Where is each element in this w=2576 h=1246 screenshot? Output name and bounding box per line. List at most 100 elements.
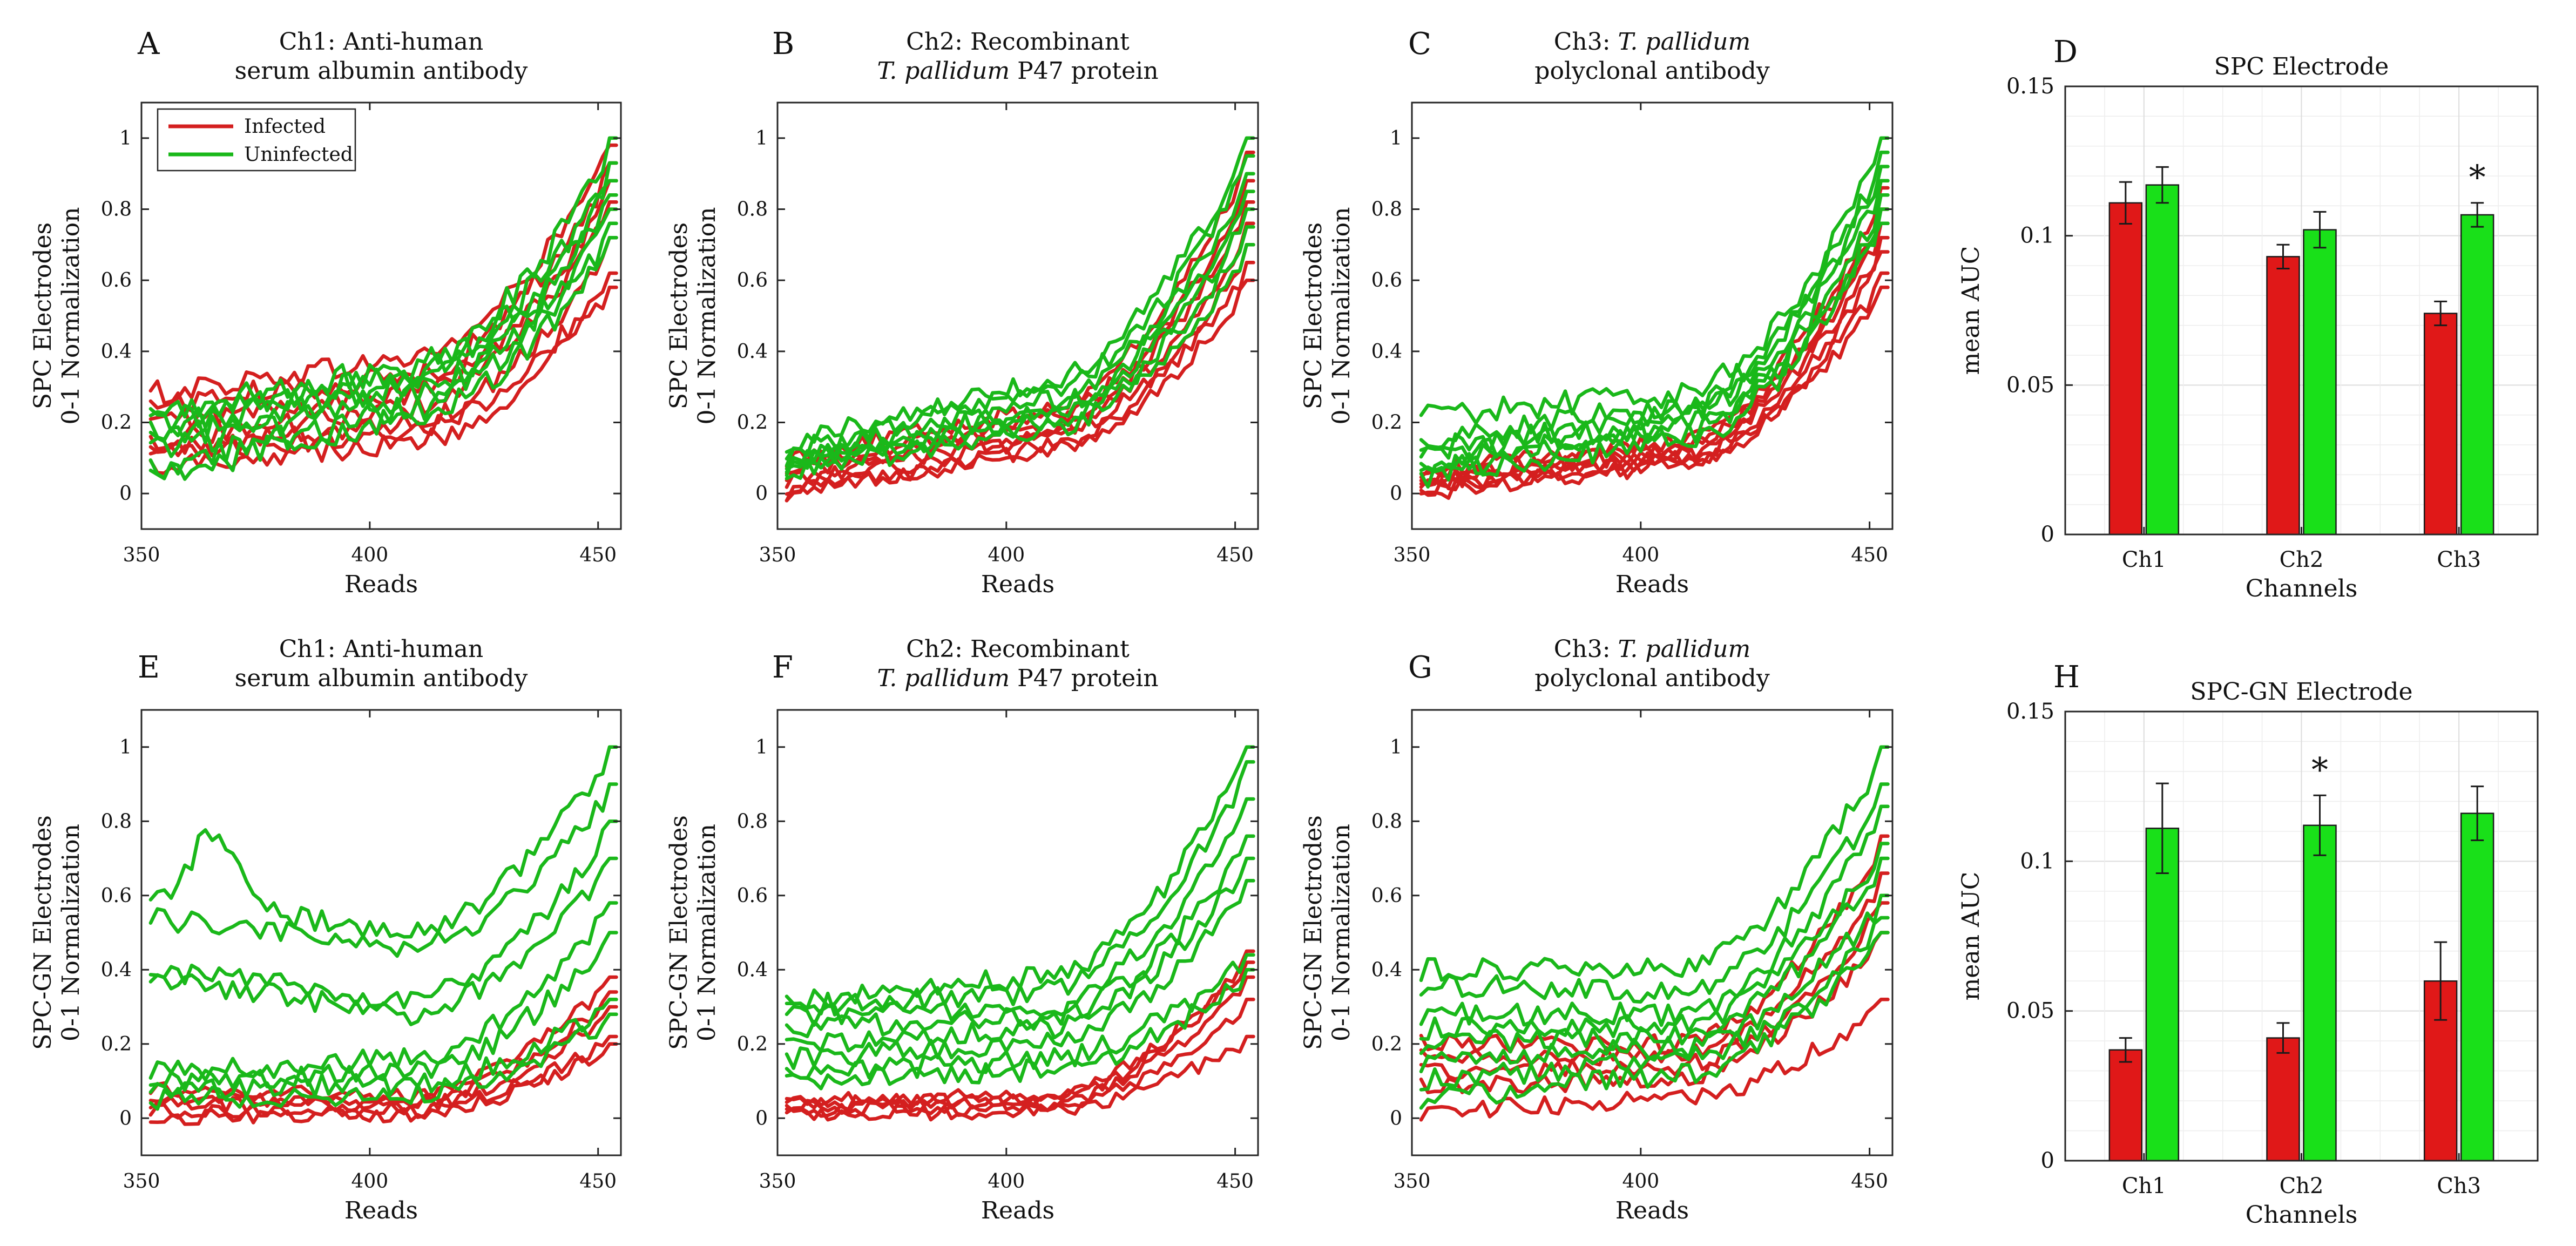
series-line-infected xyxy=(1419,998,1890,1122)
x-tick-label: 450 xyxy=(1216,544,1254,566)
y-axis-label: SPC-GN Electrodes xyxy=(665,815,693,1050)
bar-uninfected-ch2 xyxy=(2303,824,2337,1162)
y-axis-label: mean AUC xyxy=(1957,872,1985,1001)
bar-uninfected-ch3 xyxy=(2460,214,2494,536)
axes-box xyxy=(776,101,1259,530)
x-tick-label: 400 xyxy=(1622,544,1659,566)
series-line-uninfected xyxy=(1419,150,1890,450)
y-tick-label: 0.05 xyxy=(2006,999,2054,1024)
y-axis-label: 0-1 Normalization xyxy=(1328,207,1355,425)
y-tick-label: 0.15 xyxy=(2006,699,2054,724)
panel-title: Ch2: Recombinant xyxy=(906,635,1130,663)
series-line-uninfected xyxy=(1419,745,1890,983)
series-line-uninfected xyxy=(148,207,618,458)
x-tick-label: 400 xyxy=(988,1170,1025,1193)
significance-marker: * xyxy=(2469,158,2486,197)
y-tick-label: 0.6 xyxy=(1371,885,1402,907)
x-tick-label: 350 xyxy=(123,1170,160,1193)
title-italic-span: T. pallidum xyxy=(877,665,1010,692)
y-tick-label: 1 xyxy=(1390,736,1402,759)
series-line-infected xyxy=(1419,834,1890,1055)
panel-title: SPC-GN Electrode xyxy=(2190,678,2412,706)
y-tick-label: 0.8 xyxy=(101,810,132,832)
y-tick-label: 0.8 xyxy=(101,199,132,221)
y-tick-label: 0.6 xyxy=(737,269,768,292)
series-line-infected xyxy=(785,278,1255,503)
significance-marker: * xyxy=(2311,750,2328,789)
panel-title: SPC Electrode xyxy=(2214,53,2389,80)
y-tick-label: 0.4 xyxy=(1371,959,1402,981)
y-tick-label: 0 xyxy=(119,1107,132,1129)
title-italic-span: T. pallidum xyxy=(1618,635,1751,663)
y-axis-label: 0-1 Normalization xyxy=(693,824,721,1041)
panel-title: Ch3: T. pallidum xyxy=(1554,635,1751,663)
series-line-uninfected xyxy=(785,968,1255,1091)
panel-letter: C xyxy=(1408,26,1431,62)
title-span: P47 protein xyxy=(1010,57,1158,85)
panel-title: Ch1: Anti-human xyxy=(279,28,484,56)
series-line-uninfected xyxy=(785,172,1255,468)
series-line-uninfected xyxy=(785,797,1255,1027)
panel-title: serum albumin antibody xyxy=(235,57,528,85)
series-line-uninfected xyxy=(1419,931,1890,1110)
series-line-infected xyxy=(1419,286,1890,500)
x-tick-label: 450 xyxy=(1851,544,1888,566)
series-line-uninfected xyxy=(785,243,1255,480)
panel-a: 0 0.2 0.4 0.6 0.8 1 350 400 450 Reads SPC Electrod… xyxy=(29,26,622,598)
x-tick-label: 350 xyxy=(1394,544,1431,566)
y-tick-label: 1 xyxy=(1390,127,1402,150)
panel-letter: H xyxy=(2053,660,2080,695)
y-tick-label: 0.6 xyxy=(1371,269,1402,292)
series-line-uninfected xyxy=(148,782,618,958)
title-italic-span: T. pallidum xyxy=(877,57,1010,85)
panel-letter: G xyxy=(1408,650,1432,685)
legend-infected-label: Infected xyxy=(244,116,326,138)
x-tick-label: Ch3 xyxy=(2437,1174,2481,1198)
y-axis-label: SPC Electrodes xyxy=(29,222,57,409)
bar-infected-ch1 xyxy=(2108,202,2143,536)
panel-e: 0 0.2 0.4 0.6 0.8 1 350 400 450 Reads SPC-GN Elect… xyxy=(29,635,622,1224)
series-line-uninfected xyxy=(785,760,1255,1017)
series-line-uninfected xyxy=(1419,916,1890,1092)
x-tick-label: 400 xyxy=(351,544,388,566)
bar-infected-ch1 xyxy=(2108,1049,2143,1162)
y-tick-label: 0 xyxy=(2041,1148,2054,1173)
x-axis-label: Channels xyxy=(2246,575,2358,602)
series-line-uninfected xyxy=(785,953,1255,1080)
series-line-uninfected xyxy=(785,879,1255,1070)
series-line-infected xyxy=(785,261,1255,503)
series-line-uninfected xyxy=(785,856,1255,1053)
y-tick-label: 0.2 xyxy=(101,412,132,434)
y-axis-label: SPC-GN Electrodes xyxy=(1300,815,1327,1050)
panel-d: Ch1 Ch2 Ch3 * 0 0.05 0.1 0.15 Channels mean AUC SP… xyxy=(1957,35,2539,602)
y-tick-label: 1 xyxy=(119,736,132,759)
y-tick-label: 0.1 xyxy=(2020,849,2054,873)
axes-box xyxy=(140,709,622,1156)
y-tick-label: 0.4 xyxy=(1371,341,1402,363)
bar-infected-ch2 xyxy=(2266,1037,2300,1162)
x-tick-label: 350 xyxy=(123,544,160,566)
series-line-uninfected xyxy=(785,834,1255,1039)
legend-box xyxy=(157,108,356,172)
panel-title: T. pallidum P47 protein xyxy=(877,665,1158,692)
series-line-uninfected xyxy=(148,221,618,479)
panel-title: Ch3: T. pallidum xyxy=(1554,28,1751,56)
x-tick-label: 450 xyxy=(1216,1170,1254,1193)
series-line-uninfected xyxy=(1419,804,1890,1027)
x-tick-label: Ch2 xyxy=(2280,1174,2324,1198)
x-tick-label: 450 xyxy=(1851,1170,1888,1193)
x-tick-label: 400 xyxy=(988,544,1025,566)
series-line-uninfected xyxy=(148,931,618,1092)
y-tick-label: 0.6 xyxy=(101,885,132,907)
y-tick-label: 0.8 xyxy=(737,199,768,221)
y-tick-label: 0 xyxy=(2041,522,2054,547)
x-axis-label: Reads xyxy=(344,571,418,598)
y-tick-label: 1 xyxy=(755,127,768,150)
x-tick-label: 350 xyxy=(1394,1170,1431,1193)
x-tick-label: 400 xyxy=(1622,1170,1659,1193)
series-line-infected xyxy=(785,1034,1255,1122)
y-tick-label: 0.4 xyxy=(101,341,132,363)
panel-letter: D xyxy=(2053,35,2078,70)
series-line-uninfected xyxy=(148,901,618,1082)
y-tick-label: 0.4 xyxy=(737,341,768,363)
